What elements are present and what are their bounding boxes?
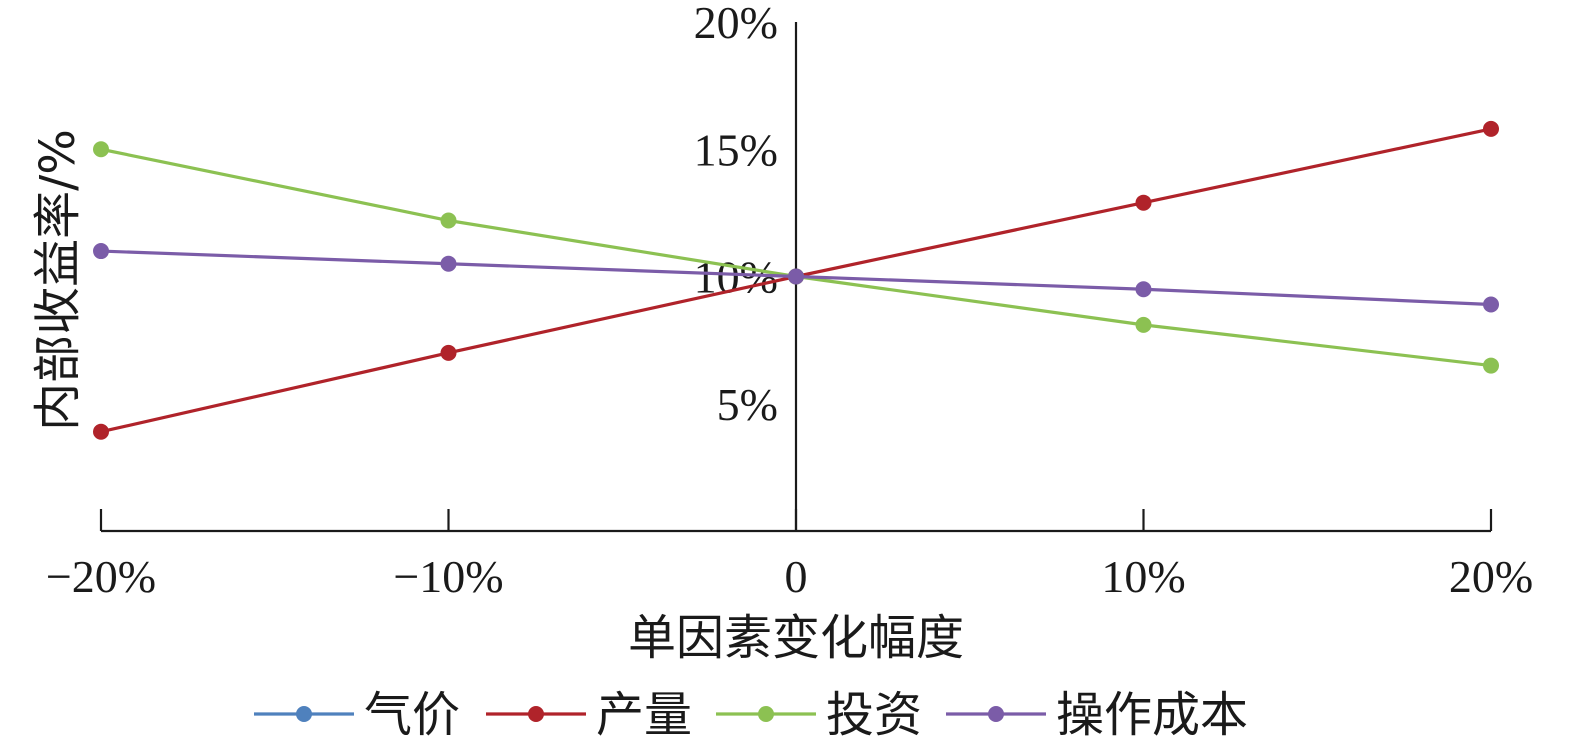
- data-point: [1483, 120, 1499, 137]
- legend-marker: [758, 706, 774, 722]
- legend: 气价 产量 投资 操作成本: [254, 687, 1248, 743]
- data-point: [1135, 316, 1152, 333]
- data-point: [1135, 194, 1152, 211]
- y-tick-label: 15%: [694, 124, 778, 175]
- data-point: [1483, 296, 1499, 313]
- legend-marker: [988, 706, 1004, 722]
- legend-item: 产量: [486, 687, 692, 743]
- series-3: [93, 243, 1499, 313]
- legend-marker: [528, 706, 544, 722]
- y-axis-title: 内部收益率/%: [30, 129, 86, 431]
- x-axis-title: 单因素变化幅度: [628, 610, 964, 666]
- y-tick-label: 10%: [694, 252, 778, 303]
- data-point: [1135, 281, 1152, 298]
- legend-item: 操作成本: [946, 687, 1248, 743]
- legend-item: 投资: [716, 687, 922, 743]
- data-point: [440, 344, 457, 361]
- legend-label: 气价: [364, 687, 460, 743]
- data-point: [93, 243, 109, 260]
- x-axis-ticks: −20% −10% 0 10% 20%: [46, 509, 1533, 602]
- y-axis-ticks: 5% 10% 15% 20%: [694, 0, 778, 430]
- legend-item: 气价: [254, 687, 460, 743]
- x-tick-label: 0: [785, 551, 808, 602]
- y-tick-label: 20%: [694, 0, 778, 48]
- legend-label: 操作成本: [1056, 687, 1248, 743]
- data-point: [788, 268, 804, 285]
- series-layer: [93, 120, 1499, 440]
- x-tick-label: −10%: [393, 551, 503, 602]
- y-tick-label: 5%: [717, 379, 778, 430]
- data-point: [1483, 357, 1499, 374]
- data-point: [93, 141, 109, 158]
- legend-label: 产量: [596, 687, 692, 743]
- data-point: [440, 255, 457, 272]
- data-point: [440, 212, 457, 229]
- legend-label: 投资: [826, 687, 922, 743]
- data-point: [93, 423, 109, 440]
- x-tick-label: 20%: [1449, 551, 1533, 602]
- x-tick-label: −20%: [46, 551, 156, 602]
- legend-marker: [296, 706, 312, 722]
- x-tick-label: 10%: [1101, 551, 1185, 602]
